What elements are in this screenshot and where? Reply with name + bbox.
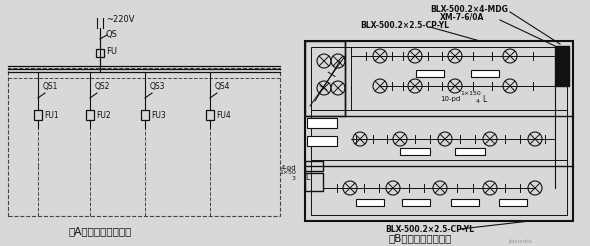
Text: L: L bbox=[482, 94, 486, 104]
Text: L: L bbox=[305, 173, 309, 183]
Bar bbox=[499, 199, 527, 205]
Text: QS1: QS1 bbox=[43, 81, 58, 91]
Bar bbox=[305, 41, 345, 116]
Bar bbox=[307, 136, 337, 146]
Text: 1×150: 1×150 bbox=[460, 91, 481, 96]
Text: QS2: QS2 bbox=[95, 81, 110, 91]
Bar bbox=[8, 68, 280, 216]
Text: BLX-500.2×2.5-CP-YL: BLX-500.2×2.5-CP-YL bbox=[360, 20, 449, 30]
Text: （A）照明电气系统图: （A）照明电气系统图 bbox=[68, 226, 132, 236]
Bar bbox=[416, 70, 444, 77]
Text: BLX-500.2×4-MDG: BLX-500.2×4-MDG bbox=[430, 4, 508, 14]
Text: 4-pd: 4-pd bbox=[280, 165, 296, 171]
Bar bbox=[451, 199, 479, 205]
Text: （B）照明配线平面图: （B）照明配线平面图 bbox=[388, 233, 452, 243]
Bar bbox=[305, 161, 323, 171]
Bar bbox=[356, 199, 384, 205]
Text: ~220V: ~220V bbox=[106, 15, 135, 25]
Text: FU4: FU4 bbox=[216, 111, 231, 121]
Bar bbox=[455, 148, 485, 154]
Bar bbox=[206, 110, 214, 120]
Bar bbox=[555, 46, 569, 86]
Bar bbox=[307, 118, 337, 128]
Bar bbox=[96, 49, 104, 57]
Bar bbox=[402, 199, 430, 205]
Bar bbox=[34, 110, 42, 120]
Bar bbox=[305, 41, 573, 221]
Text: FU2: FU2 bbox=[96, 111, 111, 121]
Bar bbox=[471, 70, 499, 77]
Bar bbox=[400, 148, 430, 154]
Text: jiexiantu: jiexiantu bbox=[508, 240, 532, 245]
Text: QS4: QS4 bbox=[215, 81, 231, 91]
Text: 3: 3 bbox=[292, 175, 296, 181]
Bar bbox=[86, 110, 94, 120]
Text: FU3: FU3 bbox=[151, 111, 166, 121]
Text: BLX-500.2×2.5-CP-YL: BLX-500.2×2.5-CP-YL bbox=[385, 226, 474, 234]
Bar bbox=[305, 173, 323, 191]
Text: QS: QS bbox=[105, 31, 117, 40]
Bar bbox=[141, 110, 149, 120]
Text: FU: FU bbox=[106, 47, 117, 57]
Bar bbox=[311, 47, 567, 215]
Text: QS3: QS3 bbox=[150, 81, 166, 91]
Text: FU1: FU1 bbox=[44, 111, 58, 121]
Text: 4: 4 bbox=[476, 99, 480, 104]
Text: 10-pd: 10-pd bbox=[440, 96, 460, 102]
Text: XM-7-6/0A: XM-7-6/0A bbox=[440, 13, 484, 21]
Text: 1×50: 1×50 bbox=[279, 170, 296, 175]
